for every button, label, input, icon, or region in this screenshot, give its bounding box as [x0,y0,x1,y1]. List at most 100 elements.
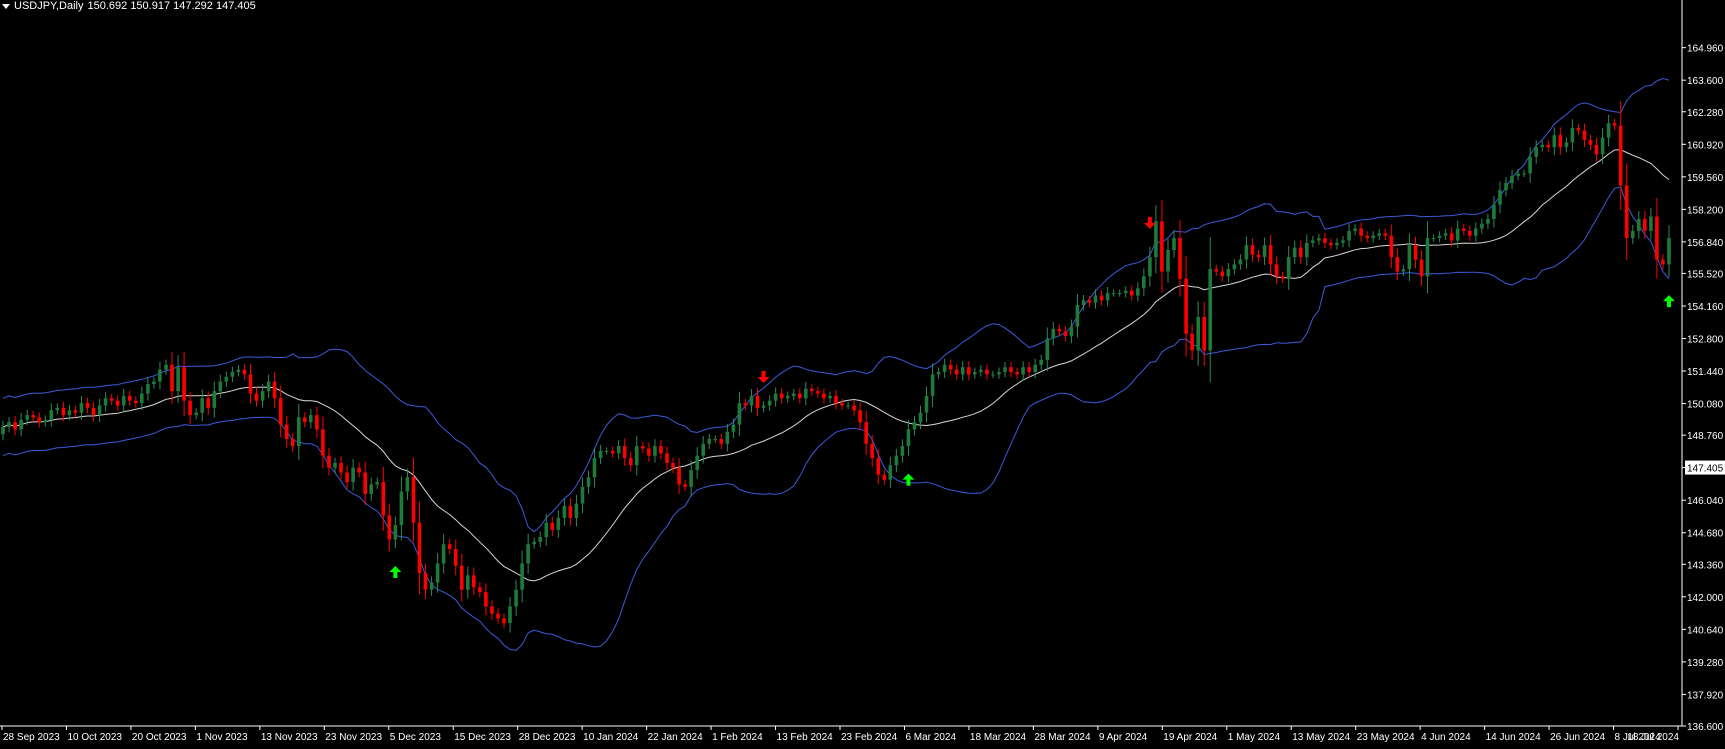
time-tick-label: 13 May 2024 [1292,732,1350,743]
candle [1504,176,1508,197]
candle [1130,285,1134,301]
candle [604,447,609,455]
candle-body [170,364,174,392]
time-tick-label: 28 Sep 2023 [3,732,60,743]
candle [520,550,524,603]
candle-body [592,458,597,478]
candle-body [1606,123,1611,138]
candle-body [1546,144,1550,148]
candle-body [7,422,11,427]
candle-body [846,405,850,407]
candle [1582,123,1587,147]
candle-body [1166,250,1170,272]
candle [1389,224,1394,269]
candle [405,468,410,501]
candle [755,388,760,416]
candle-body [629,458,633,466]
candle [1274,256,1279,285]
candle-body [49,410,54,420]
candle [1377,228,1381,241]
candle-body [1063,331,1068,337]
price-tick-label: 140.640 [1687,625,1724,636]
symbol-menu-icon[interactable] [2,3,10,9]
candle [508,596,512,633]
candle [979,365,983,377]
time-tick-label: 23 May 2024 [1357,732,1415,743]
candle-body [67,410,72,416]
candle-body [749,395,754,406]
candle [1063,326,1068,342]
candle-body [1431,238,1436,240]
candle [61,401,66,422]
candle [1600,128,1605,164]
candle-body [514,589,518,607]
candle [828,391,832,403]
candle [1516,169,1520,181]
candle [610,446,615,458]
candle [1214,264,1219,276]
candle [1510,169,1514,190]
ohlc-readout: 150.692 150.917 147.292 147.405 [87,0,256,12]
candle [206,391,210,415]
candle-body [870,443,874,459]
candle-body [447,544,452,549]
candle-body [1317,238,1321,241]
buy-signal-arrow [389,566,402,579]
candle-body [834,395,838,404]
candle-body [689,470,693,487]
candle-body [266,381,271,392]
candle [1105,286,1110,307]
candle-body [810,388,814,392]
candle [592,447,597,488]
candle [1,420,5,441]
candle-body [496,613,500,619]
candle-body [1262,245,1267,258]
candle-body [713,439,718,440]
candle-body [1600,137,1605,155]
candle-body [417,522,422,573]
candle [701,435,705,464]
candle-body [647,448,651,456]
candle-body [695,455,699,471]
candle [665,446,669,470]
price-tick-label: 156.840 [1687,238,1724,249]
candle-body [357,467,361,473]
candle-body [333,462,337,468]
candle [924,386,929,423]
candle [816,386,820,398]
candle [1311,236,1315,248]
candle-body [798,393,802,399]
candle-body [1341,240,1345,243]
candle [140,386,144,411]
candle [200,389,204,422]
candle [1172,230,1176,258]
candle-body [641,446,645,449]
candle [791,389,796,401]
candle [930,363,935,408]
candle-body [960,367,965,375]
candle [894,448,899,473]
candle-body [1196,317,1200,351]
candle-body [852,405,856,411]
price-tick-label: 163.600 [1687,76,1724,87]
candle-body [942,364,947,372]
candle-body [858,410,862,423]
candle [1057,324,1062,336]
candle [1323,232,1327,249]
time-tick-label: 22 Jan 2024 [648,732,703,743]
candle-body [882,474,887,480]
candle-body [194,412,198,416]
candle [37,412,41,428]
candle-body [1359,228,1363,236]
candle-body [1455,228,1460,241]
candle-body [303,417,307,423]
candle [460,553,464,602]
candle-body [1051,328,1056,339]
candle [1244,236,1249,269]
candle [713,435,718,443]
candle [773,387,778,407]
candle [954,364,959,380]
candle-body [297,417,301,447]
